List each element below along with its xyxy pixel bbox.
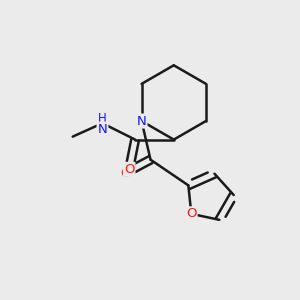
Text: N: N: [137, 115, 146, 128]
Text: O: O: [186, 207, 196, 220]
Text: H: H: [98, 112, 107, 125]
Text: O: O: [120, 167, 130, 179]
Text: N: N: [98, 123, 107, 136]
Text: O: O: [124, 163, 134, 176]
